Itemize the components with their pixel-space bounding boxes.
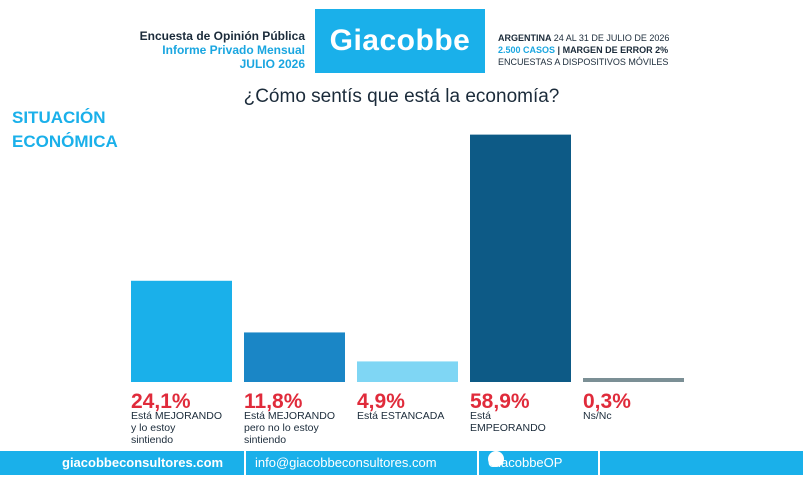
footer-divider	[477, 451, 479, 475]
footer-bar: giacobbeconsultores.com info@giacobbecon…	[0, 451, 803, 475]
value-label-5: 0,3%	[583, 390, 631, 413]
section-title-line-2: ECONÓMICA	[12, 132, 118, 151]
giacobbe-logo: Giacobbe	[315, 9, 485, 73]
value-label-2: 11,8%	[244, 390, 303, 413]
category-label-5: Ns/Nc	[583, 410, 612, 422]
footer-divider	[244, 451, 246, 475]
survey-method: ENCUESTAS A DISPOSITIVOS MÓVILES	[498, 57, 669, 67]
value-label-3: 4,9%	[357, 390, 405, 413]
survey-details: ARGENTINA 24 AL 31 DE JULIO DE 2026 2.50…	[498, 32, 669, 68]
survey-title: Encuesta de Opinión Pública	[139, 29, 305, 43]
category-label-2: Está MEJORANDO pero no lo estoy sintiendo	[244, 410, 335, 446]
category-label-3: Está ESTANCADA	[357, 410, 444, 422]
footer-website-link[interactable]: giacobbeconsultores.com	[62, 455, 224, 470]
bar-2	[244, 332, 345, 382]
bar-chart: 24,1%Está MEJORANDO y lo estoy sintiendo 11…	[131, 134, 684, 446]
report-type: Informe Privado Mensual	[162, 43, 305, 57]
bar-1	[131, 280, 232, 382]
footer-email-link[interactable]: info@giacobbeconsultores.com	[255, 455, 437, 470]
case-count: 2.500 CASOS	[498, 45, 556, 55]
value-label-1: 24,1%	[131, 390, 191, 413]
report-month: JULIO 2026	[239, 57, 305, 71]
error-margin: | MARGEN DE ERROR 2%	[557, 45, 669, 55]
section-title-line-1: SITUACIÓN	[12, 108, 106, 127]
footer-divider	[598, 451, 600, 475]
bar-4	[470, 134, 571, 382]
twitter-icon: t	[488, 451, 504, 467]
bar-5	[583, 378, 684, 382]
bar-3	[357, 361, 458, 382]
section-title: SITUACIÓN ECONÓMICA	[12, 106, 118, 154]
value-label-4: 58,9%	[470, 390, 530, 413]
country-label: ARGENTINA	[498, 33, 552, 43]
twitter-handle: GiacobbeOP	[488, 455, 563, 470]
chart-title: ¿Cómo sentís que está la economía?	[243, 86, 560, 107]
survey-header: Encuesta de Opinión Pública Informe Priv…	[140, 29, 305, 71]
survey-dates: 24 AL 31 DE JULIO DE 2026	[553, 33, 670, 43]
category-label-4: Está EMPEORANDO	[470, 410, 546, 434]
category-label-1: Está MEJORANDO y lo estoy sintiendo	[131, 410, 222, 446]
